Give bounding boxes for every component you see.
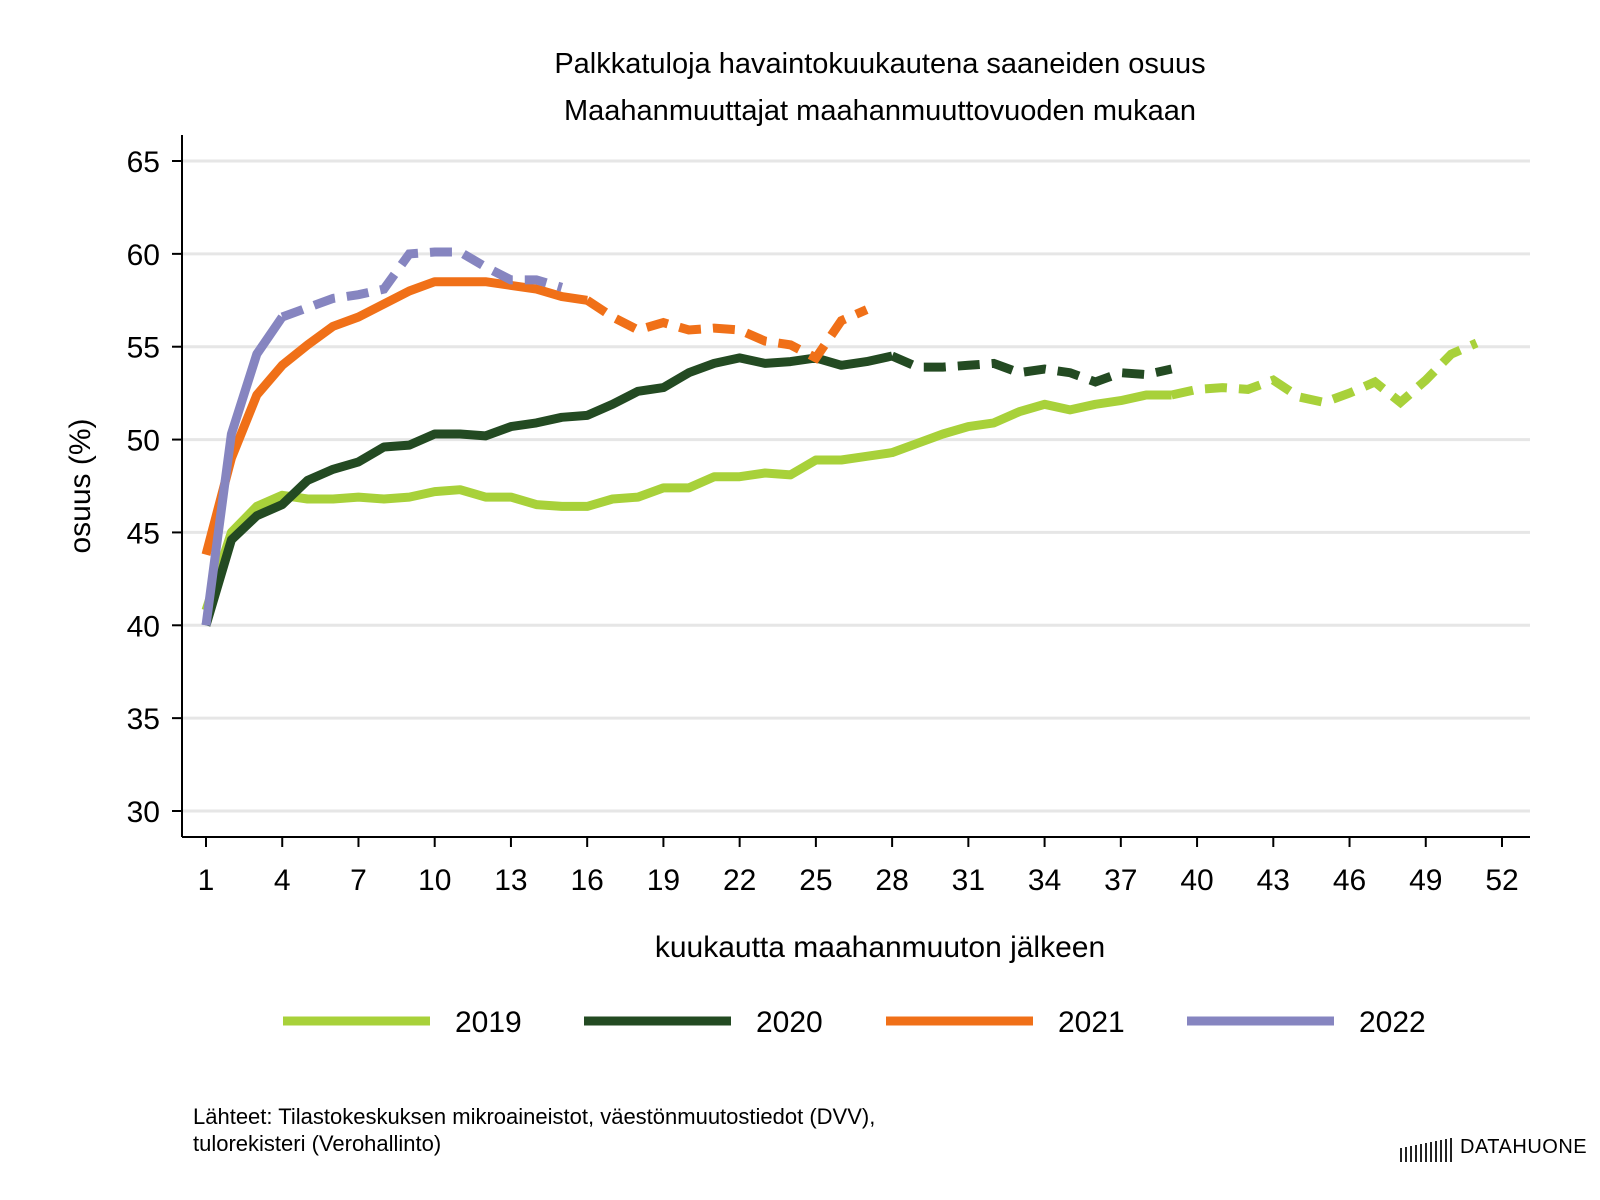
series-2020-solid-line (201, 351, 894, 627)
x-tick-label: 28 (875, 864, 908, 897)
x-tick-label: 13 (494, 864, 527, 897)
x-tick-label: 7 (350, 864, 367, 897)
x-tick-label: 16 (570, 864, 603, 897)
x-tick-label: 22 (723, 864, 756, 897)
series-2020-dashed-line (890, 351, 1173, 387)
source-note: Lähteet: Tilastokeskuksen mikroaineistot… (193, 1103, 875, 1157)
series-2021-dashed-line (584, 296, 869, 364)
source-line-1: Lähteet: Tilastokeskuksen mikroaineistot… (193, 1104, 876, 1129)
legend-label-2021: 2021 (1058, 1006, 1125, 1039)
y-tick-label: 55 (127, 332, 160, 365)
x-tick-label: 37 (1104, 864, 1137, 897)
logo-bars-icon (1400, 1132, 1452, 1162)
x-tick-label: 49 (1409, 864, 1442, 897)
y-tick-label: 65 (127, 146, 160, 179)
x-tick-label: 43 (1257, 864, 1290, 897)
series-2019-solid-line (201, 390, 1172, 612)
x-tick-label: 34 (1028, 864, 1061, 897)
legend-label-2020: 2020 (756, 1006, 823, 1039)
series-2019-dashed-line (1170, 338, 1479, 409)
y-tick-label: 40 (127, 610, 160, 643)
x-tick-label: 52 (1485, 864, 1518, 897)
x-tick-label: 25 (799, 864, 832, 897)
x-axis-label: kuukautta maahanmuuton jälkeen (655, 931, 1105, 964)
x-tick-label: 4 (274, 864, 291, 897)
x-tick-label: 40 (1180, 864, 1213, 897)
series-2022-dashed-line (280, 247, 564, 322)
chart-title: Palkkatuloja havaintokuukautena saaneide… (554, 48, 1206, 80)
y-tick-label: 50 (127, 425, 160, 458)
x-tick-label: 31 (952, 864, 985, 897)
y-tick-label: 60 (127, 239, 160, 272)
logo-text: DATAHUONE (1460, 1135, 1588, 1158)
x-tick-label: 10 (418, 864, 451, 897)
y-tick-label: 30 (127, 796, 160, 829)
series-2022-solid-line (201, 314, 286, 626)
x-tick-label: 1 (198, 864, 215, 897)
y-tick-label: 35 (127, 703, 160, 736)
x-tick-label: 19 (647, 864, 680, 897)
y-tick-label: 45 (127, 517, 160, 550)
chart-subtitle: Maahanmuuttajat maahanmuuttovuoden mukaa… (564, 95, 1196, 127)
datahuone-logo: DATAHUONE (1400, 1132, 1587, 1162)
series-2021-solid-line (201, 277, 588, 556)
legend-label-2019: 2019 (455, 1006, 522, 1039)
legend-label-2022: 2022 (1359, 1006, 1426, 1039)
x-tick-label: 46 (1333, 864, 1366, 897)
source-line-2: tulorekisteri (Verohallinto) (193, 1131, 442, 1156)
y-axis-label: osuus (%) (64, 418, 97, 553)
